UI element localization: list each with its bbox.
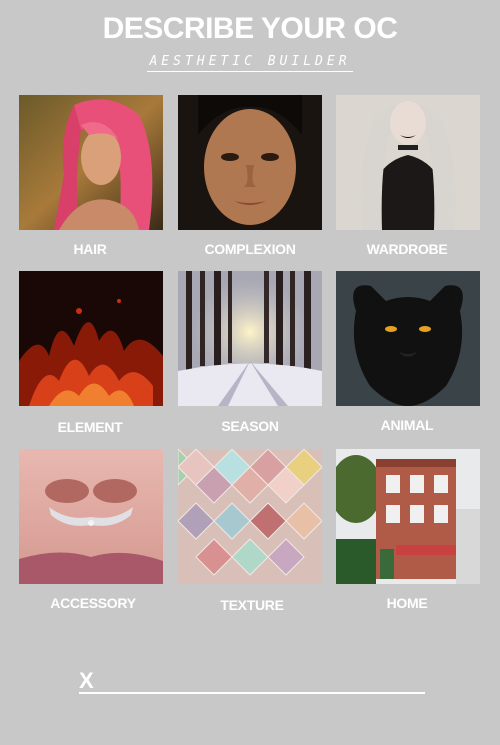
season-label: SEASON [221, 418, 279, 434]
animal-label: ANIMAL [380, 417, 434, 433]
signoff-line [79, 692, 425, 694]
accessory-label: ACCESSORY [50, 595, 136, 611]
season-photo-icon [178, 271, 322, 406]
complexion-photo-icon [178, 95, 322, 230]
home-photo-tile [336, 449, 480, 584]
texture-label: TEXTURE [220, 597, 284, 613]
accessory-photo-icon [19, 449, 163, 584]
page-subtitle: AESTHETIC BUILDER [0, 52, 500, 72]
texture-photo-tile [178, 449, 322, 584]
home-photo-icon [336, 449, 480, 584]
complexion-label: COMPLEXION [204, 241, 296, 257]
subtitle-text: AESTHETIC BUILDER [147, 54, 353, 72]
animal-photo-icon [336, 271, 480, 406]
wardrobe-photo-icon [336, 95, 480, 230]
complexion-photo-tile [178, 95, 322, 230]
hair-label: HAIR [73, 241, 107, 257]
element-label: ELEMENT [57, 419, 123, 435]
hair-photo-icon [19, 95, 163, 230]
home-label: HOME [386, 595, 428, 611]
animal-photo-tile [336, 271, 480, 406]
wardrobe-photo-tile [336, 95, 480, 230]
accessory-photo-tile [19, 449, 163, 584]
wardrobe-label: WARDROBE [366, 241, 448, 257]
season-photo-tile [178, 271, 322, 406]
texture-photo-icon [178, 449, 322, 584]
page-title: DESCRIBE YOUR OC [102, 12, 398, 45]
element-photo-icon [19, 271, 163, 406]
signoff-mark: X [79, 668, 94, 693]
hair-photo-tile [19, 95, 163, 230]
element-photo-tile [19, 271, 163, 406]
